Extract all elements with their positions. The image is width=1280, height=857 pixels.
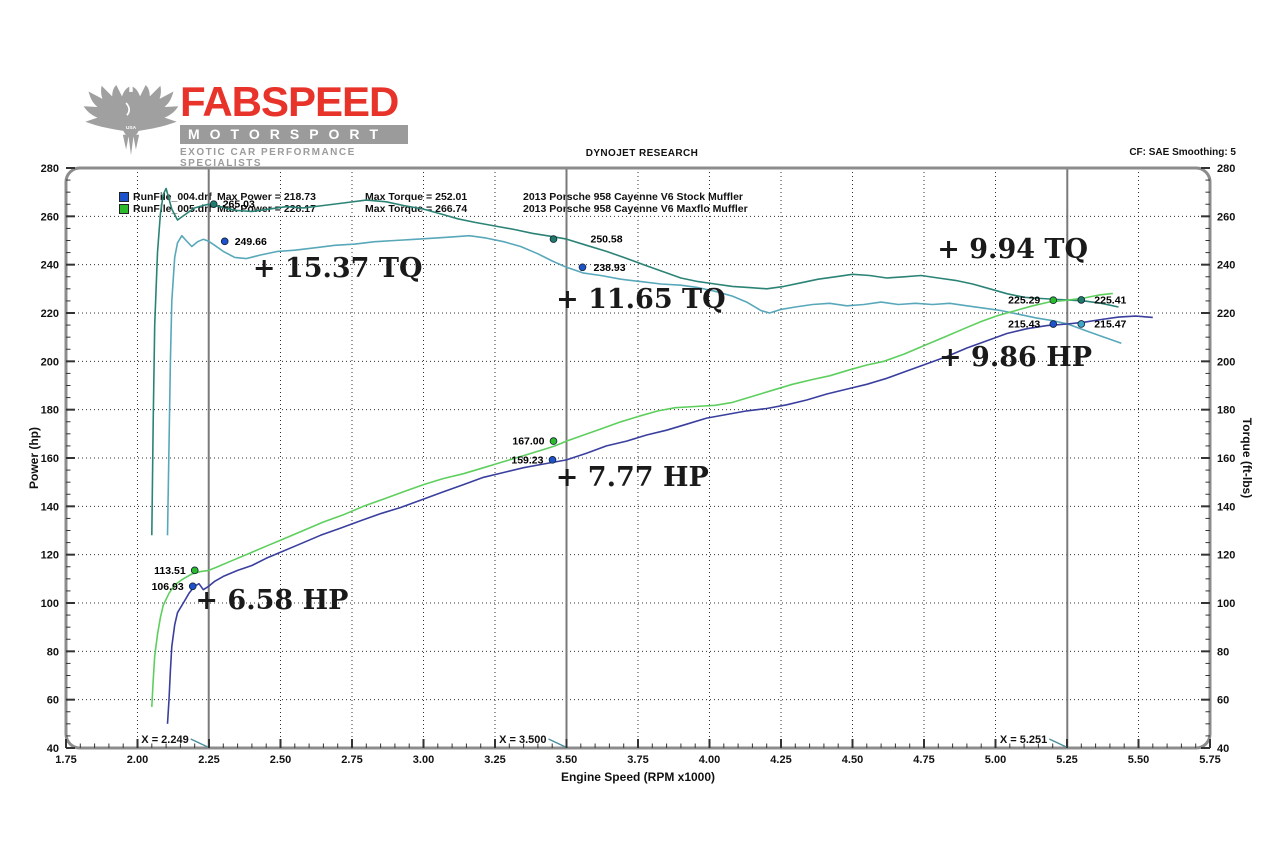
- stock-file-name: RunFile_004.drf: [133, 191, 212, 203]
- svg-text:106.93: 106.93: [152, 581, 184, 593]
- brand-name: FABSPEED: [180, 78, 399, 125]
- svg-text:80: 80: [47, 646, 59, 658]
- svg-text:Power (hp): Power (hp): [27, 427, 41, 489]
- svg-text:120: 120: [1217, 550, 1235, 562]
- eagle-logo-icon: USA: [83, 84, 179, 156]
- svg-text:167.00: 167.00: [512, 436, 544, 448]
- svg-text:4.25: 4.25: [770, 754, 791, 766]
- svg-text:+ 6.58 HP: + 6.58 HP: [195, 585, 348, 616]
- svg-text:225.41: 225.41: [1094, 294, 1126, 306]
- svg-text:2.00: 2.00: [127, 754, 148, 766]
- svg-text:200: 200: [41, 356, 59, 368]
- svg-text:160: 160: [41, 453, 59, 465]
- svg-text:2.50: 2.50: [270, 754, 291, 766]
- brand-subname: MOTORSPORT: [180, 125, 408, 144]
- svg-text:100: 100: [1217, 598, 1235, 610]
- eagle-usa-text: USA: [126, 125, 137, 131]
- fabspeed-logo: USA FABSPEED MOTORSPORT EXOTIC CAR PERFO…: [82, 80, 412, 170]
- svg-text:2.25: 2.25: [198, 754, 219, 766]
- svg-text:225.29: 225.29: [1008, 295, 1040, 307]
- svg-text:140: 140: [41, 501, 59, 513]
- stock-max-torque: Max Torque = 252.01: [365, 191, 468, 203]
- stock-run-swatch: [119, 192, 129, 202]
- svg-text:5.50: 5.50: [1128, 754, 1149, 766]
- svg-text:100: 100: [41, 598, 59, 610]
- svg-text:40: 40: [47, 743, 59, 755]
- svg-text:2.75: 2.75: [341, 754, 362, 766]
- cursor-lines: [207, 168, 1069, 748]
- axis-ticks: [65, 167, 1211, 749]
- svg-text:180: 180: [1217, 405, 1235, 417]
- legend-row-stock: RunFile_004.drf Max Power = 218.73 Max T…: [119, 191, 748, 203]
- svg-text:220: 220: [1217, 308, 1235, 320]
- curve-stock_torque: [166, 234, 1122, 536]
- maxflo-description: 2013 Porsche 958 Cayenne V6 Maxflo Muffl…: [523, 203, 748, 215]
- svg-text:3.00: 3.00: [413, 754, 434, 766]
- svg-text:X = 3.500: X = 3.500: [499, 734, 546, 746]
- svg-text:120: 120: [41, 550, 59, 562]
- svg-text:3.25: 3.25: [484, 754, 505, 766]
- svg-text:5.75: 5.75: [1199, 754, 1220, 766]
- svg-text:40: 40: [1217, 743, 1229, 755]
- svg-text:265.03: 265.03: [223, 199, 255, 211]
- svg-text:+ 11.65 TQ: + 11.65 TQ: [556, 284, 726, 315]
- curve-maxflo_power: [151, 292, 1113, 707]
- svg-text:159.23: 159.23: [511, 454, 543, 466]
- svg-text:4.75: 4.75: [913, 754, 934, 766]
- svg-text:+ 9.94 TQ: + 9.94 TQ: [937, 234, 1088, 265]
- maxflo-max-torque: Max Torque = 266.74: [365, 203, 468, 215]
- svg-text:160: 160: [1217, 453, 1235, 465]
- svg-text:215.43: 215.43: [1008, 319, 1040, 331]
- svg-text:260: 260: [1217, 211, 1235, 223]
- svg-text:240: 240: [1217, 260, 1235, 272]
- dynojet-title: DYNOJET RESEARCH: [585, 148, 699, 159]
- svg-text:140: 140: [1217, 501, 1235, 513]
- svg-text:240: 240: [41, 260, 59, 272]
- svg-text:280: 280: [41, 163, 59, 175]
- svg-text:180: 180: [41, 405, 59, 417]
- svg-text:113.51: 113.51: [154, 565, 186, 577]
- curve-stock_power: [166, 315, 1153, 724]
- svg-text:5.00: 5.00: [985, 754, 1006, 766]
- svg-text:3.50: 3.50: [556, 754, 577, 766]
- svg-text:60: 60: [1217, 695, 1229, 707]
- svg-text:X = 2.249: X = 2.249: [141, 734, 188, 746]
- cf-smoothing-note: CF: SAE Smoothing: 5: [1129, 147, 1236, 158]
- svg-text:238.93: 238.93: [594, 262, 626, 274]
- svg-text:+ 7.77 HP: + 7.77 HP: [556, 462, 709, 493]
- svg-text:249.66: 249.66: [235, 236, 267, 248]
- svg-text:Engine Speed (RPM x1000): Engine Speed (RPM x1000): [561, 770, 715, 784]
- svg-text:200: 200: [1217, 356, 1235, 368]
- curve-maxflo_torque: [151, 187, 1119, 536]
- svg-text:215.47: 215.47: [1094, 318, 1126, 330]
- svg-text:250.58: 250.58: [591, 234, 623, 246]
- point-labels: [188, 200, 1086, 591]
- gridlines: [66, 168, 1210, 748]
- maxflo-run-swatch: [119, 204, 129, 214]
- svg-text:4.00: 4.00: [699, 754, 720, 766]
- svg-text:3.75: 3.75: [627, 754, 648, 766]
- svg-text:4.50: 4.50: [842, 754, 863, 766]
- svg-text:220: 220: [41, 308, 59, 320]
- brand-tagline: EXOTIC CAR PERFORMANCE SPECIALISTS: [180, 147, 356, 169]
- svg-text:1.75: 1.75: [55, 754, 76, 766]
- svg-text:80: 80: [1217, 646, 1229, 658]
- stock-description: 2013 Porsche 958 Cayenne V6 Stock Muffle…: [523, 191, 744, 203]
- svg-text:X = 5.251: X = 5.251: [1000, 734, 1047, 746]
- run-legend: RunFile_004.drf Max Power = 218.73 Max T…: [119, 191, 748, 215]
- svg-text:60: 60: [47, 695, 59, 707]
- stock-max-power: Max Power = 218.73: [217, 191, 316, 203]
- svg-text:Torque (ft-lbs): Torque (ft-lbs): [1240, 418, 1254, 498]
- svg-text:260: 260: [41, 211, 59, 223]
- svg-text:280: 280: [1217, 163, 1235, 175]
- svg-text:5.25: 5.25: [1056, 754, 1077, 766]
- svg-text:+ 15.37 TQ: + 15.37 TQ: [253, 253, 423, 284]
- svg-text:+ 9.86 HP: + 9.86 HP: [939, 342, 1092, 373]
